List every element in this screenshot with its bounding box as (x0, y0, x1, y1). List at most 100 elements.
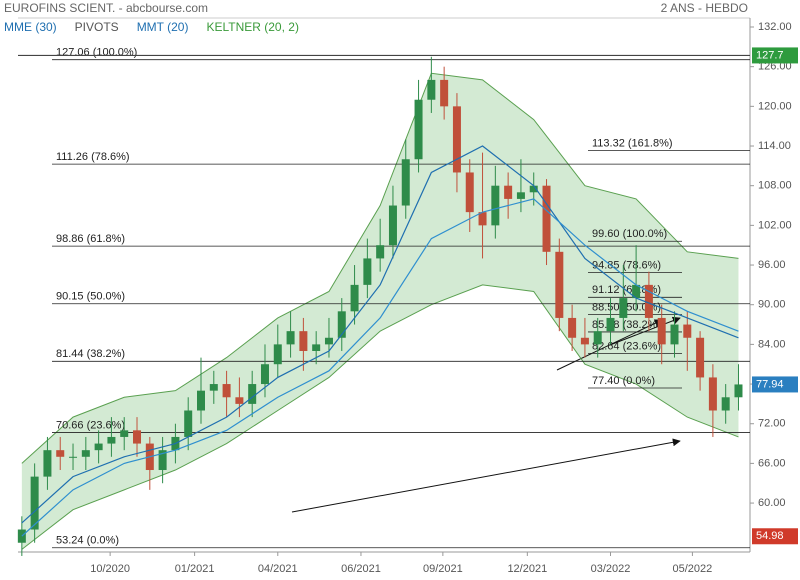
candle-body (542, 185, 551, 252)
candle-body (606, 317, 615, 332)
candle-body (619, 298, 628, 318)
candle-body (683, 324, 692, 338)
candle-body (734, 384, 743, 398)
candle-body (657, 317, 666, 345)
candle-body (222, 384, 231, 398)
legend: MME (30) PIVOTS MMT (20) KELTNER (20, 2) (4, 20, 299, 34)
candle-body (632, 284, 641, 299)
candle-body (133, 430, 142, 444)
price-tag (752, 528, 798, 545)
candle-body (721, 397, 730, 411)
legend-entry: MMT (20) (137, 20, 189, 34)
candle-body (69, 456, 78, 458)
candle-body (644, 284, 653, 318)
candle-body (184, 410, 193, 437)
candle-body (440, 79, 449, 107)
keltner-lower (21, 284, 739, 550)
keltner-upper (21, 72, 739, 464)
y-tick-label: 96.00 (758, 259, 786, 271)
candle-body (529, 185, 538, 193)
candle-body (670, 324, 679, 345)
fib-label: 70.66 (23.6%) (56, 419, 125, 431)
candle-body (568, 317, 577, 338)
fib-label: 99.60 (100.0%) (592, 228, 667, 240)
price-tag (752, 47, 798, 64)
candle-body (350, 284, 359, 312)
candle-body (363, 258, 372, 285)
candle-body (414, 99, 423, 160)
fib-label: 98.86 (61.8%) (56, 233, 125, 245)
fib-label: 127.06 (100.0%) (56, 47, 137, 59)
candle-body (299, 331, 308, 351)
y-tick-label: 126.00 (758, 61, 792, 73)
fib-label: 77.40 (0.0%) (592, 375, 655, 387)
y-tick-label: 60.00 (758, 497, 786, 509)
x-tick-label: 03/2022 (591, 563, 631, 575)
y-tick-label: 84.00 (758, 338, 786, 350)
candle-body (478, 212, 487, 226)
chart-title: EUROFINS SCIENT. - abcbourse.com (4, 1, 208, 15)
y-tick-label: 72.00 (758, 418, 786, 430)
price-tag-label: 54.98 (756, 530, 784, 542)
y-tick-label: 66.00 (758, 457, 786, 469)
y-tick-label: 114.00 (758, 140, 791, 152)
fib-label: 94.85 (78.6%) (592, 260, 661, 272)
candle-body (158, 450, 167, 471)
candle-body (427, 79, 436, 100)
candle-body (286, 331, 295, 345)
chart-subtitle: 2 ANS - HEBDO (661, 1, 748, 15)
price-tag-label: 77.94 (756, 378, 784, 390)
x-tick-label: 05/2022 (673, 563, 713, 575)
candle-body (580, 337, 589, 345)
candle-body (504, 185, 513, 199)
arrow (291, 438, 681, 513)
fib-label: 81.44 (38.2%) (56, 348, 125, 360)
candle-body (708, 377, 717, 411)
candle-body (312, 344, 321, 351)
candle-body (107, 436, 116, 444)
y-tick-label: 90.00 (758, 299, 786, 311)
candle-body (56, 450, 65, 457)
candle-body (696, 337, 705, 378)
x-tick-label: 12/2021 (507, 563, 547, 575)
arrow (609, 316, 681, 346)
candle-body (209, 384, 218, 391)
moving-average (21, 145, 739, 524)
candle-body (273, 344, 282, 365)
candle-body (260, 364, 269, 385)
candle-body (30, 476, 39, 530)
x-tick-label: 06/2021 (341, 563, 381, 575)
fib-label: 85.88 (38.2%) (592, 319, 661, 331)
candle-body (235, 397, 244, 404)
y-tick-label: 132.00 (758, 21, 792, 33)
candle-body (248, 384, 257, 404)
candle-body (516, 192, 525, 199)
y-tick-label: 102.00 (758, 219, 792, 231)
candle-body (376, 245, 385, 259)
candle-body (120, 430, 129, 437)
candle-body (388, 205, 397, 246)
fib-label: 113.32 (161.8%) (592, 137, 673, 149)
fib-label: 53.24 (0.0%) (56, 535, 119, 547)
legend-entry: KELTNER (20, 2) (206, 20, 298, 34)
y-tick-label: 108.00 (758, 180, 792, 192)
legend-entry: PIVOTS (75, 20, 119, 34)
fib-label: 111.26 (78.6%) (56, 151, 130, 163)
x-tick-label: 04/2021 (258, 563, 298, 575)
fib-label: 82.64 (23.6%) (592, 340, 661, 352)
candle-body (81, 450, 90, 457)
candle-body (197, 390, 205, 411)
x-tick-label: 01/2021 (175, 563, 215, 575)
candle-body (94, 443, 103, 451)
price-tag (752, 376, 798, 393)
x-tick-label: 10/2020 (90, 563, 130, 575)
price-tag-label: 127.7 (756, 49, 784, 61)
legend-entry: MME (30) (4, 20, 57, 34)
y-tick-label: 120.00 (758, 100, 792, 112)
candle-body (401, 159, 410, 206)
moving-average (21, 198, 739, 537)
candle-body (593, 331, 602, 345)
candle-body (43, 450, 52, 477)
x-tick-label: 09/2021 (423, 563, 463, 575)
